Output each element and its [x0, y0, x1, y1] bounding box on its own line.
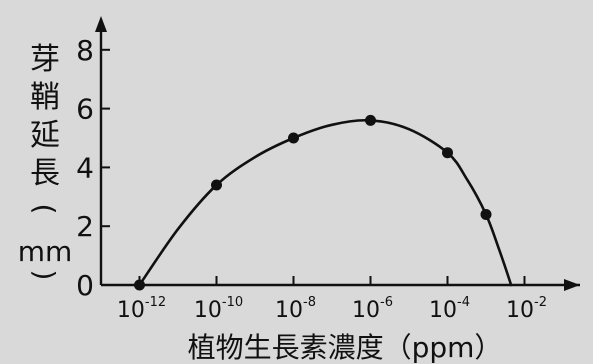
- y-axis-title-paren: (: [28, 204, 61, 215]
- series-line: [138, 118, 513, 287]
- y-tick-label: 8: [76, 34, 94, 67]
- x-tick-label: 10-10: [194, 295, 243, 323]
- y-tick-label: 6: [76, 93, 94, 126]
- data-point: [134, 279, 145, 291]
- x-tick-label: 10-6: [352, 295, 393, 323]
- series: [134, 114, 513, 291]
- y-axis-title-paren: ): [28, 270, 61, 281]
- y-axis-title-char: 鞘: [30, 80, 60, 115]
- y-axis-title-char: 延: [30, 118, 60, 153]
- x-ticks: 10-12 10-10 10-8 10-6 10-4 10-2: [117, 276, 547, 323]
- x-tick-label: 10-4: [429, 295, 470, 323]
- data-point: [365, 114, 376, 126]
- y-tick-label: 2: [76, 210, 94, 243]
- axes: [95, 16, 580, 291]
- y-axis-title-unit: mm: [18, 235, 73, 268]
- x-tick-label: 10-2: [506, 295, 547, 323]
- x-axis-title: 植物生長素濃度（ppm）: [188, 331, 503, 364]
- x-tick-label: 10-8: [275, 295, 316, 323]
- x-tick-label: 10-12: [117, 295, 166, 323]
- data-point: [442, 147, 453, 159]
- data-point: [211, 179, 222, 191]
- data-point: [288, 132, 299, 144]
- y-tick-label: 4: [76, 151, 94, 184]
- y-tick-label: 0: [76, 269, 94, 302]
- data-point: [480, 208, 492, 220]
- y-axis-arrow: [95, 16, 107, 32]
- y-axis-title-char: 芽: [30, 42, 60, 77]
- y-ticks: 0 2 4 6 8: [76, 34, 110, 302]
- y-axis-title-char: 長: [30, 156, 60, 191]
- x-axis-arrow: [564, 279, 580, 291]
